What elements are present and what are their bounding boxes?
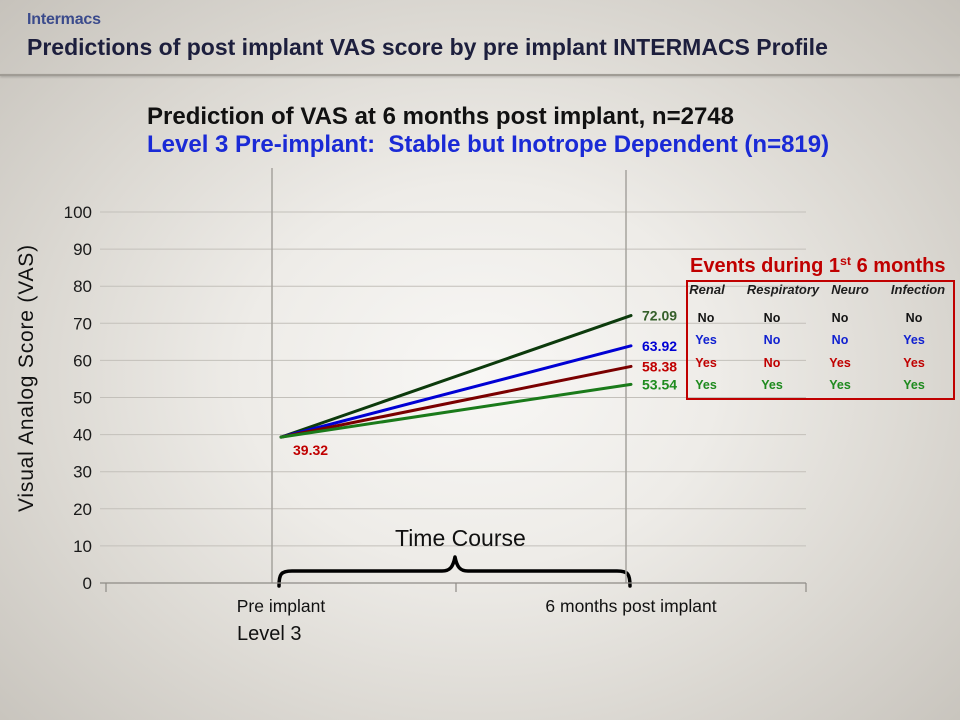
y-tick-label: 80 [73, 277, 92, 296]
series-line-1 [279, 314, 633, 439]
event-cell-neuro: Yes [829, 378, 851, 392]
y-tick-label: 30 [73, 463, 92, 482]
event-cell-neuro: Yes [829, 356, 851, 370]
x-category-label: Pre implant [237, 596, 326, 616]
event-cell-respiratory: Yes [761, 378, 783, 392]
event-cell-renal: Yes [695, 378, 717, 392]
event-row: No No No No [688, 310, 953, 326]
y-axis-label: Visual Analog Score (VAS) [15, 244, 38, 512]
y-tick-label: 10 [73, 537, 92, 556]
y-tick-label: 20 [73, 500, 92, 519]
events-title-tail: 6 months [856, 255, 946, 277]
y-tick-label: 0 [83, 574, 92, 593]
event-cell-infection: Yes [903, 378, 925, 392]
event-cell-respiratory: No [763, 311, 781, 325]
level-3-label: Level 3 [237, 623, 302, 645]
y-tick-label: 60 [73, 351, 92, 370]
y-tick-label: 40 [73, 426, 92, 445]
events-table: Renal Respiratory Neuro Infection No No No… [686, 280, 955, 400]
end-value-label: 58.38 [642, 358, 677, 374]
y-tick-label: 90 [73, 240, 92, 259]
event-cell-neuro: No [831, 311, 849, 325]
event-cell-respiratory: No [763, 333, 781, 347]
column-header-infection: Infection [890, 282, 946, 297]
series-line-3 [279, 364, 633, 439]
column-header-neuro: Neuro [831, 282, 869, 297]
event-cell-renal: No [697, 311, 715, 325]
events-title: Events during 1st 6 months [690, 254, 946, 280]
event-cell-infection: No [905, 311, 923, 325]
y-tick-label: 50 [73, 389, 92, 408]
time-course-brace [277, 555, 632, 588]
chart-title: Prediction of VAS at 6 months post impla… [147, 103, 734, 130]
events-title-superscript: st [840, 254, 852, 269]
event-cell-renal: Yes [695, 356, 717, 370]
event-cell-renal: Yes [695, 333, 717, 347]
start-value-label: 39.32 [293, 442, 328, 458]
y-tick-label: 70 [73, 314, 92, 333]
title-divider [0, 74, 960, 76]
event-cell-respiratory: No [763, 356, 781, 370]
time-course-label: Time Course [395, 525, 526, 551]
series-line-2 [279, 344, 633, 439]
event-row: Yes No Yes Yes [688, 355, 953, 371]
end-value-label: 53.54 [642, 376, 677, 392]
event-row: Yes Yes Yes Yes [688, 377, 953, 393]
event-cell-infection: Yes [903, 356, 925, 370]
y-tick-label: 100 [64, 203, 92, 222]
column-header-respiratory: Respiratory [746, 282, 820, 297]
end-value-label: 72.09 [642, 308, 677, 324]
slide-title: Predictions of post implant VAS score by… [27, 34, 828, 60]
events-title-text: Events during 1 [690, 255, 841, 277]
event-cell-infection: Yes [903, 333, 925, 347]
end-value-label: 63.92 [642, 338, 677, 354]
series-line-4 [279, 382, 633, 439]
column-header-renal: Renal [689, 282, 725, 297]
chart-subtitle: Level 3 Pre-implant: Stable but Inotrope… [147, 131, 830, 158]
event-cell-neuro: No [831, 333, 849, 347]
event-row: Yes No No Yes [688, 332, 953, 348]
x-category-label: 6 months post implant [545, 596, 716, 616]
intermacs-logo: Intermacs [27, 11, 101, 28]
